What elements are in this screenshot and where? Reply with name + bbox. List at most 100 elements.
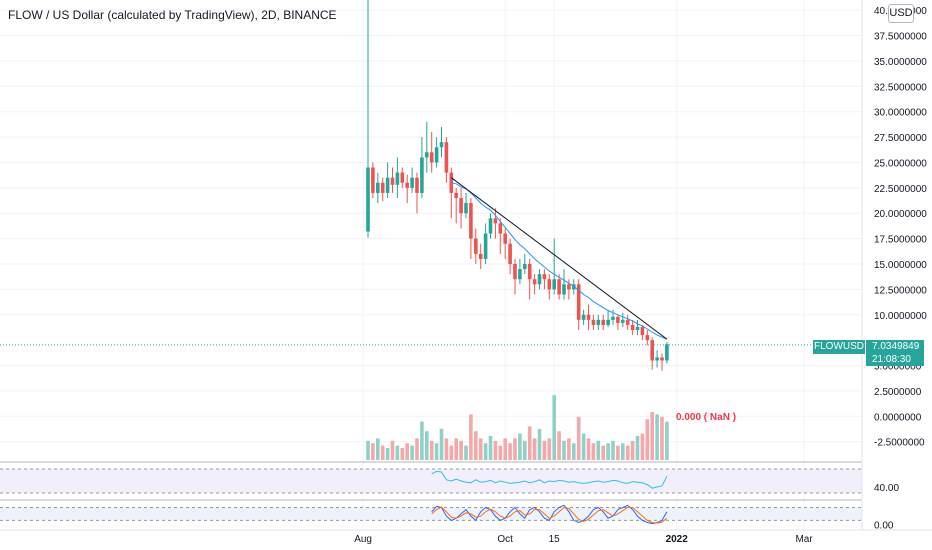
candle-body xyxy=(650,340,654,361)
last-price-value: 7.0349849 xyxy=(872,341,920,352)
price-tick-label: 17.5000000 xyxy=(874,235,927,246)
candle-body xyxy=(415,177,419,193)
candle-body xyxy=(601,319,605,325)
volume-bar xyxy=(425,431,429,460)
time-tick-label: 2022 xyxy=(666,534,689,545)
volume-bar xyxy=(434,443,439,460)
volume-bar xyxy=(415,438,419,460)
volume-bar xyxy=(385,448,390,460)
candle-body xyxy=(400,172,405,183)
candle-body xyxy=(513,264,517,280)
price-tick-label: 20.0000000 xyxy=(874,209,927,220)
candle-body xyxy=(420,157,424,193)
price-tick-label: 37.5000000 xyxy=(874,32,927,43)
candle-body xyxy=(439,142,444,148)
candle-body xyxy=(665,344,669,361)
volume-bar xyxy=(621,443,625,460)
currency-badge[interactable]: USD xyxy=(888,4,914,23)
volume-bar xyxy=(454,438,458,460)
volume-bar xyxy=(655,414,659,460)
moving-average-line xyxy=(451,182,668,340)
candle-body xyxy=(630,324,635,330)
volume-bar xyxy=(611,440,615,460)
candle-body xyxy=(425,152,429,158)
price-tick-label: 30.0000000 xyxy=(874,108,927,119)
candle-body xyxy=(660,357,664,361)
volume-bars xyxy=(366,395,669,460)
candle-body xyxy=(537,274,542,285)
candle-body xyxy=(395,172,400,185)
candle-body xyxy=(621,319,625,323)
candle-body xyxy=(449,172,454,193)
volume-bar xyxy=(601,445,605,460)
time-axis[interactable]: AugOct152022MarMay xyxy=(0,529,932,545)
volume-bar xyxy=(493,440,498,460)
volume-bar xyxy=(630,440,635,460)
candle-body xyxy=(547,279,552,290)
volume-bar xyxy=(420,421,424,460)
volume-bar xyxy=(625,445,630,460)
stoch-k-line xyxy=(431,504,668,525)
volume-bar xyxy=(616,445,620,460)
candle-body xyxy=(488,218,493,234)
volume-bar xyxy=(483,443,488,460)
candle-body xyxy=(596,319,601,325)
price-tick-label: 5.0000000 xyxy=(874,362,922,373)
price-tick-label: -2.5000000 xyxy=(874,438,925,449)
time-tick-label: Mar xyxy=(795,534,813,545)
candlestick-series xyxy=(366,0,669,371)
stoch-band xyxy=(0,507,862,521)
candle-body xyxy=(498,223,503,234)
volume-bar xyxy=(552,395,556,460)
volume-bar xyxy=(606,443,610,460)
volume-bar xyxy=(576,416,581,460)
volume-bar xyxy=(478,438,483,460)
rsi-line xyxy=(431,470,668,489)
time-tick-label: Oct xyxy=(497,534,513,545)
price-tick-label: 15.0000000 xyxy=(874,260,927,271)
price-tick-label: 0.0000000 xyxy=(874,412,922,423)
volume-bar xyxy=(459,440,463,460)
volume-bar xyxy=(469,414,473,460)
volume-bar xyxy=(542,440,547,460)
volume-bar xyxy=(532,438,537,460)
volume-bar xyxy=(449,445,454,460)
candle-body xyxy=(586,314,591,320)
price-tick-label: 12.5000000 xyxy=(874,285,927,296)
volume-bar xyxy=(650,412,654,460)
trendline-segment xyxy=(451,177,668,340)
candle-body xyxy=(611,316,615,320)
candle-body xyxy=(606,319,610,325)
candle-body xyxy=(429,152,434,163)
volume-bar xyxy=(498,445,503,460)
rsi-band xyxy=(0,469,862,493)
trendline[interactable] xyxy=(451,177,668,340)
price-tick-label: 25.0000000 xyxy=(874,158,927,169)
candle-body xyxy=(591,319,596,325)
candle-body xyxy=(385,177,390,193)
price-axis[interactable]: 40.000000037.500000035.000000032.5000000… xyxy=(861,0,927,532)
candle-body xyxy=(567,284,571,290)
candle-body xyxy=(655,357,659,361)
volume-bar xyxy=(645,419,650,460)
price-tick-label: 35.0000000 xyxy=(874,57,927,68)
symbol-tag: FLOWUSD xyxy=(813,340,865,354)
volume-bar xyxy=(410,445,414,460)
volume-bar xyxy=(557,431,561,460)
candle-body xyxy=(581,314,586,320)
time-tick-label: Aug xyxy=(354,534,372,545)
last-price-tag: 7.0349849 21:08:30 xyxy=(866,340,924,366)
candle-body xyxy=(576,284,581,320)
volume-bar xyxy=(640,433,645,460)
candle-body xyxy=(444,142,449,173)
volume-bar xyxy=(562,440,566,460)
stoch-tick-label: 0.00 xyxy=(874,521,894,532)
volume-bar xyxy=(376,438,380,460)
stoch-pane xyxy=(431,504,668,525)
candle-body xyxy=(532,279,537,285)
bar-countdown: 21:08:30 xyxy=(872,354,911,365)
candle-body xyxy=(635,326,640,330)
rsi-tick-label: 40.00 xyxy=(874,483,899,494)
candle-body xyxy=(508,243,512,264)
